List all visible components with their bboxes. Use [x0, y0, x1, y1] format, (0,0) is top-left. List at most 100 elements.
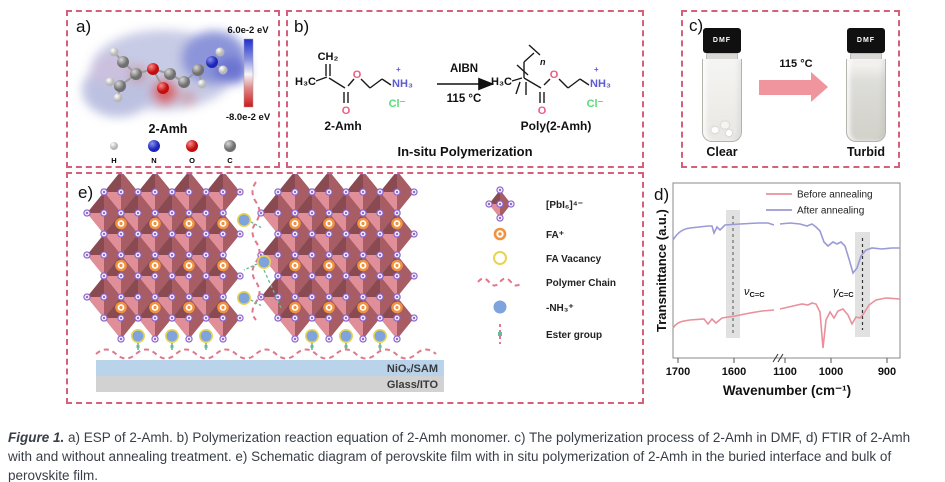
- plus-charge-product: +: [594, 65, 599, 74]
- legend-pbi6-label: [PbI₆]⁴⁻: [546, 200, 583, 211]
- after-annealing-curve: [779, 222, 900, 275]
- highlight-band-1600: [726, 210, 740, 338]
- tick-1600: 1600: [722, 366, 746, 378]
- ester-group-icon: [498, 324, 502, 344]
- turbid-caption: Turbid: [847, 145, 885, 159]
- legend-after: After annealing: [797, 206, 864, 217]
- tick-1700: 1700: [666, 366, 690, 378]
- h3c-label: H₃C: [295, 76, 316, 88]
- after-annealing-curve: [672, 222, 775, 241]
- heat-arrow-label: 115 °C: [779, 58, 813, 70]
- chart-legend: Before annealing After annealing: [766, 190, 873, 217]
- panel-b: b) CH₂ H₃C O O + NH₃ Cl⁻ 2: [286, 10, 644, 168]
- axis-break: [772, 353, 784, 363]
- polymer-chain-grain-boundary: [251, 181, 261, 321]
- before-annealing-curve: [779, 297, 901, 349]
- temperature-label: 115 °C: [447, 93, 482, 105]
- nh3-icon: [493, 300, 507, 314]
- legend-nh3-label: -NH₃⁺: [546, 303, 574, 314]
- cl-label: Cl⁻: [389, 98, 406, 110]
- colorbar-max-label: 6.0e-2 eV: [227, 25, 269, 36]
- reactant-name: 2-Amh: [324, 119, 361, 133]
- panel-e: e) NiOₓ/SAM Glass/ITO: [66, 167, 644, 404]
- atom-legend-n: N: [151, 156, 156, 165]
- tick-1000: 1000: [819, 366, 843, 378]
- atom-legend: H N O C: [110, 140, 236, 165]
- niox-sam-label: NiOₓ/SAM: [387, 363, 438, 375]
- clear-caption: Clear: [706, 145, 738, 159]
- panel-c-label: c): [689, 16, 704, 35]
- legend-fa-label: FA⁺: [546, 230, 564, 241]
- vial-clear: DMF: [699, 28, 745, 142]
- polymer-chain-icon: [477, 277, 523, 287]
- product-structure: n H₃C O O + NH₃ Cl⁻ Poly(2-Amh): [491, 44, 611, 133]
- reactant-structure: CH₂ H₃C O O + NH₃ Cl⁻ 2-Amh: [295, 51, 413, 133]
- carbonyl-o: O: [342, 105, 351, 117]
- vial-neck: [850, 53, 882, 59]
- ftir-chart: d) Transmittance (a.u.) Before annealing: [654, 182, 901, 398]
- atom-legend-c: C: [227, 156, 233, 165]
- repeat-n: n: [540, 57, 546, 67]
- figure-caption: Figure 1. a) ESP of 2-Amh. b) Polymeriza…: [8, 428, 937, 482]
- glass-ito-layer: [96, 376, 444, 392]
- insitu-polymerization-label: In-situ Polymerization: [397, 144, 532, 159]
- h3c-label-product: H₃C: [491, 76, 512, 88]
- vial-body: [846, 59, 886, 142]
- reaction-arrow: AIBN 115 °C: [437, 63, 495, 105]
- nh3-label-product: NH₃: [590, 78, 611, 90]
- panel-a-label: a): [76, 17, 91, 36]
- molecule-atoms: [105, 47, 228, 103]
- vial-turbid: DMF: [843, 28, 889, 142]
- vial-neck: [706, 53, 738, 59]
- perovskite-schematic: e) NiOₓ/SAM Glass/ITO: [78, 167, 616, 392]
- spectra-curves: [672, 222, 901, 349]
- fa-icon: [493, 227, 507, 241]
- ester-o: O: [353, 69, 362, 81]
- vial-body: [702, 59, 742, 142]
- legend-before: Before annealing: [797, 190, 873, 201]
- heat-arrow: [759, 72, 828, 102]
- x-ticks: [677, 358, 888, 363]
- panel-b-label: b): [294, 17, 309, 36]
- colorbar: [243, 38, 254, 108]
- niox-sam-layer: [96, 360, 444, 376]
- highlight-band-940: [855, 232, 870, 337]
- tick-900: 900: [878, 366, 896, 378]
- gamma-cc-annotation: γC=C: [833, 286, 854, 299]
- plus-charge: +: [396, 65, 401, 74]
- panel-d: d) Transmittance (a.u.) Before annealing: [650, 172, 945, 404]
- ester-o-product: O: [550, 69, 559, 81]
- esp-graphic: a): [76, 17, 271, 165]
- panel-e-label: e): [78, 183, 93, 202]
- pbi6-icon: [485, 186, 515, 222]
- atom-legend-o: O: [189, 156, 195, 165]
- boundary-nh3-anchors: [237, 212, 283, 311]
- legend-vacancy-label: FA Vacancy: [546, 254, 602, 265]
- monomer-solid: [707, 116, 735, 138]
- legend-polymer-label: Polymer Chain: [546, 278, 616, 289]
- fa-vacancy-icon: [493, 251, 507, 265]
- before-annealing-curve: [672, 309, 775, 329]
- nu-cc-annotation: νC=C: [744, 286, 765, 299]
- x-axis-label: Wavenumber (cm⁻¹): [723, 383, 851, 398]
- caption-figure-number: Figure 1.: [8, 429, 65, 445]
- vial-cap: DMF: [703, 28, 741, 53]
- legend-ester-label: Ester group: [546, 330, 602, 341]
- atom-legend-h: H: [111, 156, 116, 165]
- y-axis-label: Transmittance (a.u.): [654, 209, 669, 332]
- reaction-scheme: b) CH₂ H₃C O O + NH₃ Cl⁻ 2: [294, 17, 611, 159]
- polymer-chain-buried-interface: [95, 348, 437, 360]
- cl-label-product: Cl⁻: [587, 98, 604, 110]
- perovskite-grain-right: [257, 167, 418, 351]
- carbonyl-o-product: O: [538, 105, 547, 117]
- tick-1100: 1100: [773, 366, 797, 378]
- panel-a: a): [66, 10, 280, 168]
- aibn-label: AIBN: [450, 63, 478, 75]
- vial-cap: DMF: [847, 28, 885, 53]
- perovskite-grain-left: [83, 167, 244, 351]
- ch2-label: CH₂: [318, 51, 339, 63]
- colorbar-min-label: -8.0e-2 eV: [226, 112, 271, 123]
- panel-d-label: d): [654, 185, 669, 204]
- nh3-label: NH₃: [392, 78, 413, 90]
